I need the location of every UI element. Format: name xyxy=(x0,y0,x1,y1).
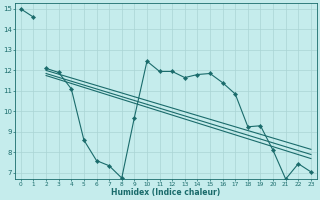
X-axis label: Humidex (Indice chaleur): Humidex (Indice chaleur) xyxy=(111,188,220,197)
